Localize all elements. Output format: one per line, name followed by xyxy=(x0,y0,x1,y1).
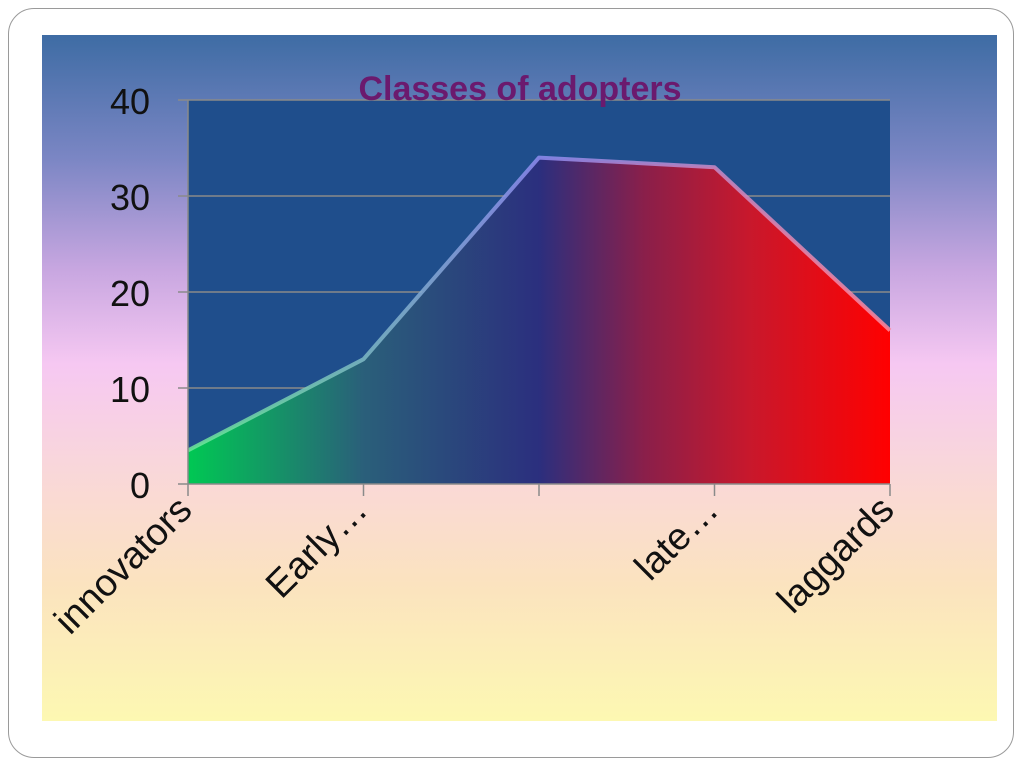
y-tick-labels: 0 10 20 30 40 xyxy=(110,81,150,506)
x-tick-label: innovators xyxy=(47,489,201,643)
y-tick-label: 20 xyxy=(110,273,150,314)
series-edge xyxy=(187,155,892,453)
y-tick-label: 10 xyxy=(110,369,150,410)
y-tick-label: 0 xyxy=(130,465,150,506)
y-tick-label: 40 xyxy=(110,81,150,122)
x-tick-label: Early… xyxy=(258,489,376,607)
y-tick-label: 30 xyxy=(110,177,150,218)
x-tick-label: laggards xyxy=(770,489,903,622)
axes xyxy=(178,99,891,496)
x-tick-label: late… xyxy=(627,489,727,589)
series-area xyxy=(188,157,890,484)
chart-title: Classes of adopters xyxy=(358,70,681,108)
x-tick-labels: innovators Early… late… laggards xyxy=(47,489,903,643)
